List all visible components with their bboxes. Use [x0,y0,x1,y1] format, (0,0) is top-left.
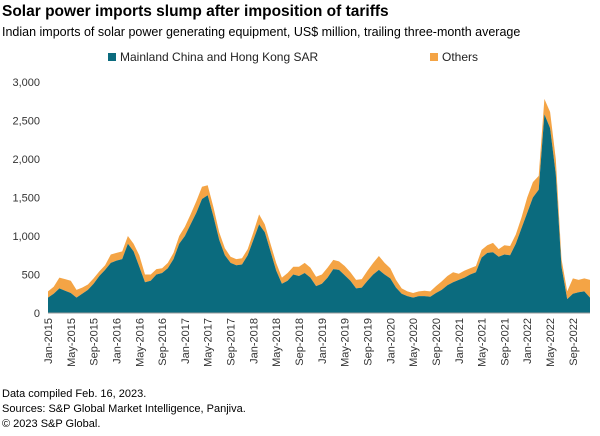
x-tick-label: Jan-2022 [522,318,534,364]
x-tick-label: Jan-2017 [180,318,192,364]
x-tick-label: Sep-2018 [294,318,306,366]
note: Sources: S&P Global Market Intelligence,… [2,403,246,415]
legend-swatch [108,53,116,61]
x-tick-label: May-2021 [477,318,489,367]
legend-label: Others [442,50,478,64]
x-tick-label: Jan-2020 [385,318,397,364]
chart-subtitle: Indian imports of solar power generating… [2,25,520,39]
x-tick-label: Sep-2015 [89,318,101,366]
x-tick-label: May-2016 [134,318,146,367]
x-tick-label: Sep-2020 [431,318,443,366]
x-tick-label: May-2015 [66,318,78,367]
x-tick-label: May-2017 [203,318,215,367]
x-tick-label: Jan-2018 [248,318,260,364]
note: © 2023 S&P Global. [2,418,100,430]
y-tick-label: 1,000 [12,231,40,243]
x-tick-label: Jan-2019 [317,318,329,364]
chart-title: Solar power imports slump after impositi… [2,3,389,20]
y-tick-label: 3,000 [12,77,40,89]
x-tick-label: Jan-2021 [454,318,466,364]
x-tick-label: Sep-2017 [226,318,238,366]
legend-swatch [430,53,438,61]
x-tick-label: Jan-2016 [111,318,123,364]
note: Data compiled Feb. 16, 2023. [2,388,146,400]
y-tick-label: 2,000 [12,154,40,166]
x-tick-label: Sep-2019 [362,318,374,366]
area [48,114,590,313]
x-tick-label: May-2022 [545,318,557,367]
x-tick-label: Sep-2016 [157,318,169,366]
x-tick-label: Sep-2021 [499,318,511,366]
x-tick-label: Sep-2022 [568,318,580,366]
x-tick-label: May-2018 [271,318,283,367]
y-tick-label: 2,500 [12,116,40,128]
y-tick-label: 0 [34,308,40,320]
x-tick-label: May-2019 [340,318,352,367]
x-tick-label: Jan-2015 [43,318,55,364]
y-tick-label: 1,500 [12,193,40,205]
legend-label: Mainland China and Hong Kong SAR [120,50,318,64]
x-tick-label: May-2020 [408,318,420,367]
y-tick-label: 500 [22,270,40,282]
